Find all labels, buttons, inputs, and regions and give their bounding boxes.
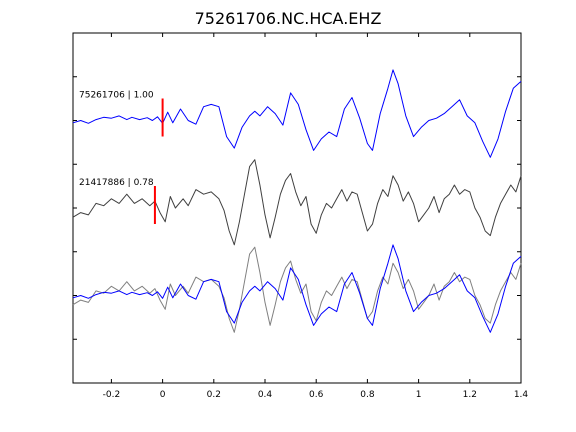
waveform-trace-2 — [72, 159, 522, 246]
waveform-trace-1 — [72, 69, 522, 158]
x-tick-label: 1 — [416, 390, 422, 400]
x-tick-label: 1.4 — [514, 390, 529, 400]
axis-ticks: -0.2 0 0.2 0.4 0.6 0.8 1 1.2 1.4 — [73, 33, 528, 400]
x-tick-label: 1.2 — [463, 390, 477, 400]
overlay-trace-1 — [72, 246, 522, 333]
plot-frame — [72, 32, 522, 384]
trace-label-1: 75261706 | 1.00 — [79, 91, 154, 101]
x-tick-label: 0 — [160, 390, 166, 400]
traces-layer — [72, 69, 522, 333]
x-tick-label: -0.2 — [103, 390, 121, 400]
trace-label-2: 21417886 | 0.78 — [79, 178, 154, 188]
chart-title: 75261706.NC.HCA.EHZ — [195, 9, 382, 28]
x-tick-label: 0.6 — [309, 390, 324, 400]
trace-labels: 75261706 | 1.00 21417886 | 0.78 — [79, 91, 154, 189]
x-tick-label: 0.2 — [207, 390, 221, 400]
x-tick-label: 0.4 — [258, 390, 273, 400]
overlay-trace-2 — [72, 244, 522, 333]
x-tick-label: 0.8 — [360, 390, 375, 400]
